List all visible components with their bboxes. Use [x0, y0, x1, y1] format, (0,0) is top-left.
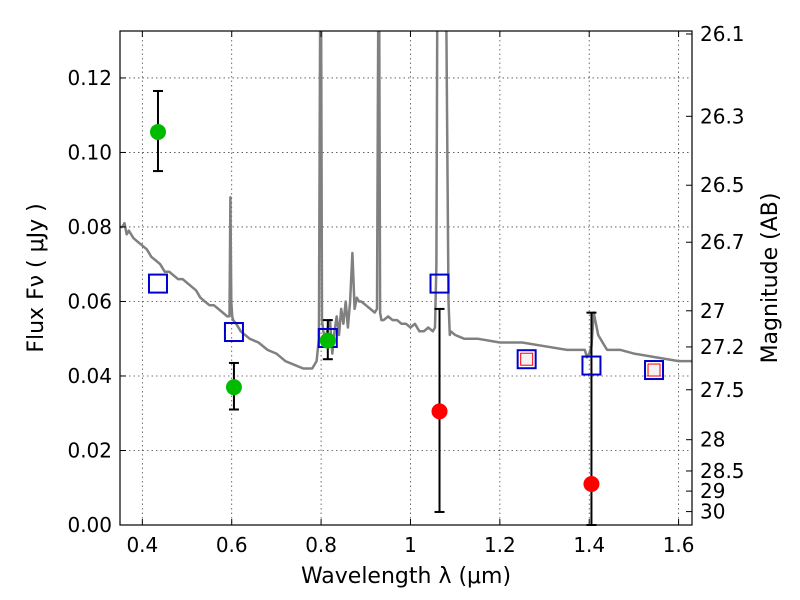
grid-lines: [120, 31, 692, 526]
y-tick-label: 0.02: [67, 438, 112, 462]
observed-point-marker: [583, 476, 600, 493]
y-axis-label: Flux Fν ( μJy ): [24, 203, 49, 352]
y2-tick-label: 28: [700, 428, 725, 452]
x-tick-label: 1: [404, 533, 417, 557]
model-point-marker: [581, 355, 602, 376]
plot-frame: [119, 30, 693, 526]
x-tick-label: 1.6: [663, 533, 695, 557]
y2-tick-label: 29: [700, 479, 725, 503]
spectrum-line: [120, 31, 692, 370]
y-tick-label: 0.00: [67, 513, 112, 537]
y2-tick-label: 26.3: [700, 104, 745, 128]
model-point-marker: [429, 273, 450, 294]
y2-tick-label: 27: [700, 299, 725, 323]
points-layer: [147, 89, 665, 526]
y-tick-label: 0.10: [67, 140, 112, 164]
y-tick-label: 0.04: [67, 364, 112, 388]
y2-tick-label: 27.2: [700, 335, 745, 359]
tick-labels: 0.4 0.6 0.8 1 1.2 1.4 1.6 0.00 0.02 0.04 0.06 0.08 0…: [67, 22, 744, 557]
y-tick-label: 0.12: [67, 66, 112, 90]
x-tick-label: 0.4: [126, 533, 158, 557]
observed-point-marker: [149, 123, 166, 140]
y2-tick-label: 26.5: [700, 173, 745, 197]
axis-ticks: [120, 31, 692, 526]
model-point-marker: [147, 273, 168, 294]
upper-limit-marker: [647, 363, 661, 377]
x-axis-label: Wavelength λ (μm): [301, 564, 511, 589]
y2-tick-label: 30: [700, 500, 725, 524]
y2-tick-label: 26.7: [700, 230, 745, 254]
model-point-marker: [516, 349, 537, 370]
x-tick-label: 1.4: [573, 533, 605, 557]
y2-tick-label: 26.1: [700, 22, 745, 46]
y2-tick-label: 28.5: [700, 459, 745, 483]
observed-point-marker: [225, 379, 242, 396]
model-point-marker: [223, 322, 244, 343]
x-tick-label: 0.8: [305, 533, 337, 557]
observed-point-marker: [319, 332, 336, 349]
y-tick-label: 0.08: [67, 215, 112, 239]
y2-axis-label: Magnitude (AB): [758, 193, 783, 364]
x-tick-label: 0.6: [216, 533, 248, 557]
x-tick-label: 1.2: [484, 533, 516, 557]
model-point-marker: [644, 360, 665, 381]
upper-limit-marker: [520, 352, 534, 366]
y2-tick-label: 27.5: [700, 378, 745, 402]
observed-point-marker: [431, 403, 448, 420]
spectrum-layer: [120, 31, 692, 370]
y-tick-label: 0.06: [67, 289, 112, 313]
